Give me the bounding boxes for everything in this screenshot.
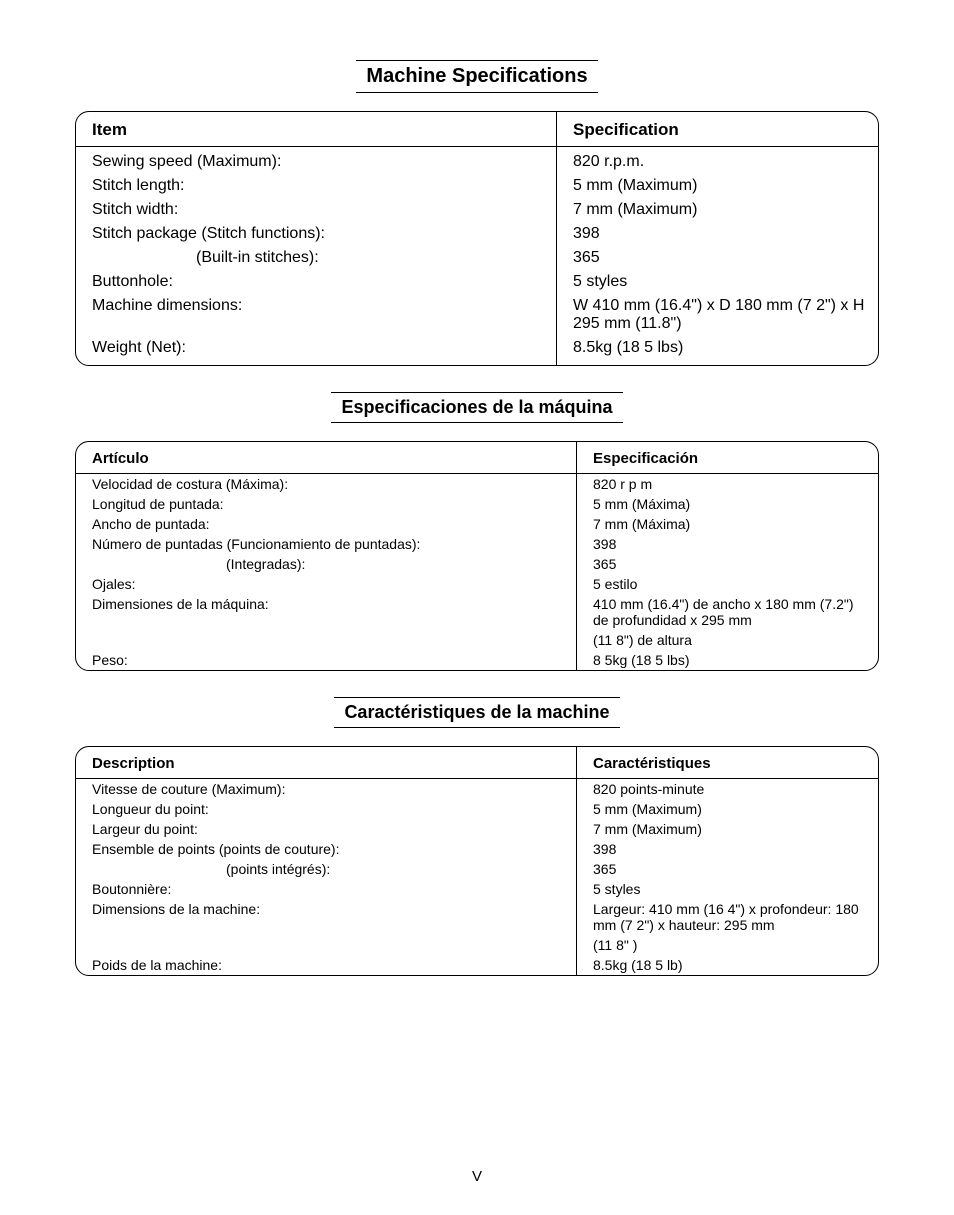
cell-spec: 7 mm (Máxima) [577,514,879,534]
cell-spec: 398 [577,534,879,554]
sections-container: Machine SpecificationsItemSpecificationS… [75,60,879,976]
cell-item [76,935,577,955]
spec-box: ArtículoEspecificaciónVelocidad de costu… [75,441,879,671]
table-row: (Built-in stitches):365 [76,246,878,270]
table-row: Ojales:5 estilo [76,574,878,594]
table-row: Peso:8 5kg (18 5 lbs) [76,650,878,670]
cell-spec: 8.5kg (18 5 lbs) [557,336,879,365]
document-page: Machine SpecificationsItemSpecificationS… [0,0,954,1215]
cell-item: Stitch width: [76,198,557,222]
cell-item: (Built-in stitches): [76,246,557,270]
cell-spec: 820 r p m [577,474,879,495]
cell-item: Stitch length: [76,174,557,198]
table-row: Stitch package (Stitch functions):398 [76,222,878,246]
cell-spec: (11 8" ) [577,935,879,955]
cell-spec: 8.5kg (18 5 lb) [577,955,879,975]
page-number: V [0,1168,954,1185]
table-row: Stitch length:5 mm (Maximum) [76,174,878,198]
header-item: Artículo [76,442,577,474]
cell-spec: (11 8") de altura [577,630,879,650]
table-row: Buttonhole:5 styles [76,270,878,294]
cell-item [76,630,577,650]
cell-item: Dimensions de la machine: [76,899,577,935]
table-row: Largeur du point:7 mm (Maximum) [76,819,878,839]
cell-item: Weight (Net): [76,336,557,365]
cell-item: Boutonnière: [76,879,577,899]
table-row: (points intégrés):365 [76,859,878,879]
spec-table: ArtículoEspecificaciónVelocidad de costu… [76,442,878,670]
cell-spec: 398 [557,222,879,246]
cell-item: Largeur du point: [76,819,577,839]
cell-item: Dimensiones de la máquina: [76,594,577,630]
cell-spec: 820 r.p.m. [557,147,879,175]
cell-spec: 5 estilo [577,574,879,594]
cell-item: Ensemble de points (points de couture): [76,839,577,859]
table-row: (Integradas):365 [76,554,878,574]
cell-spec: Largeur: 410 mm (16 4") x profondeur: 18… [577,899,879,935]
header-item: Description [76,747,577,779]
table-row: Dimensiones de la máquina:410 mm (16.4")… [76,594,878,630]
header-item: Item [76,112,557,147]
cell-item: Buttonhole: [76,270,557,294]
header-spec: Specification [557,112,879,147]
cell-spec: 5 mm (Maximum) [577,799,879,819]
cell-spec: 5 mm (Máxima) [577,494,879,514]
table-row: Poids de la machine:8.5kg (18 5 lb) [76,955,878,975]
table-row: Stitch width:7 mm (Maximum) [76,198,878,222]
table-row: Sewing speed (Maximum):820 r.p.m. [76,147,878,175]
cell-spec: 7 mm (Maximum) [557,198,879,222]
cell-spec: 7 mm (Maximum) [577,819,879,839]
cell-spec: 8 5kg (18 5 lbs) [577,650,879,670]
table-row: Vitesse de couture (Maximum):820 points-… [76,779,878,800]
table-row: Número de puntadas (Funcionamiento de pu… [76,534,878,554]
cell-item: Vitesse de couture (Maximum): [76,779,577,800]
cell-spec: 365 [577,554,879,574]
table-row: Ancho de puntada:7 mm (Máxima) [76,514,878,534]
cell-spec: 410 mm (16.4") de ancho x 180 mm (7.2") … [577,594,879,630]
cell-item: Longitud de puntada: [76,494,577,514]
section-title: Especificaciones de la máquina [331,392,622,423]
section-title: Machine Specifications [356,60,597,93]
cell-item: Peso: [76,650,577,670]
header-spec: Especificación [577,442,879,474]
cell-item: Ancho de puntada: [76,514,577,534]
cell-item: Sewing speed (Maximum): [76,147,557,175]
cell-item: (points intégrés): [76,859,577,879]
cell-item: Machine dimensions: [76,294,557,336]
table-row: Boutonnière:5 styles [76,879,878,899]
cell-item: Ojales: [76,574,577,594]
spec-table: ItemSpecificationSewing speed (Maximum):… [76,112,878,365]
table-row: Dimensions de la machine:Largeur: 410 mm… [76,899,878,935]
cell-spec: 398 [577,839,879,859]
cell-spec: 365 [577,859,879,879]
header-spec: Caractéristiques [577,747,879,779]
cell-item: Poids de la machine: [76,955,577,975]
cell-spec: 5 styles [577,879,879,899]
table-row: Longitud de puntada:5 mm (Máxima) [76,494,878,514]
section-title: Caractéristiques de la machine [334,697,619,728]
table-row: Longueur du point:5 mm (Maximum) [76,799,878,819]
table-row: (11 8") de altura [76,630,878,650]
cell-spec: 5 mm (Maximum) [557,174,879,198]
cell-item: Longueur du point: [76,799,577,819]
cell-spec: 820 points-minute [577,779,879,800]
spec-table: DescriptionCaractéristiquesVitesse de co… [76,747,878,975]
table-row: Ensemble de points (points de couture):3… [76,839,878,859]
cell-item: Velocidad de costura (Máxima): [76,474,577,495]
cell-spec: 5 styles [557,270,879,294]
cell-item: Número de puntadas (Funcionamiento de pu… [76,534,577,554]
table-row: Machine dimensions:W 410 mm (16.4") x D … [76,294,878,336]
cell-item: Stitch package (Stitch functions): [76,222,557,246]
cell-spec: W 410 mm (16.4") x D 180 mm (7 2") x H 2… [557,294,879,336]
table-row: Weight (Net):8.5kg (18 5 lbs) [76,336,878,365]
cell-item: (Integradas): [76,554,577,574]
spec-box: DescriptionCaractéristiquesVitesse de co… [75,746,879,976]
table-row: (11 8" ) [76,935,878,955]
cell-spec: 365 [557,246,879,270]
table-row: Velocidad de costura (Máxima):820 r p m [76,474,878,495]
spec-box: ItemSpecificationSewing speed (Maximum):… [75,111,879,366]
